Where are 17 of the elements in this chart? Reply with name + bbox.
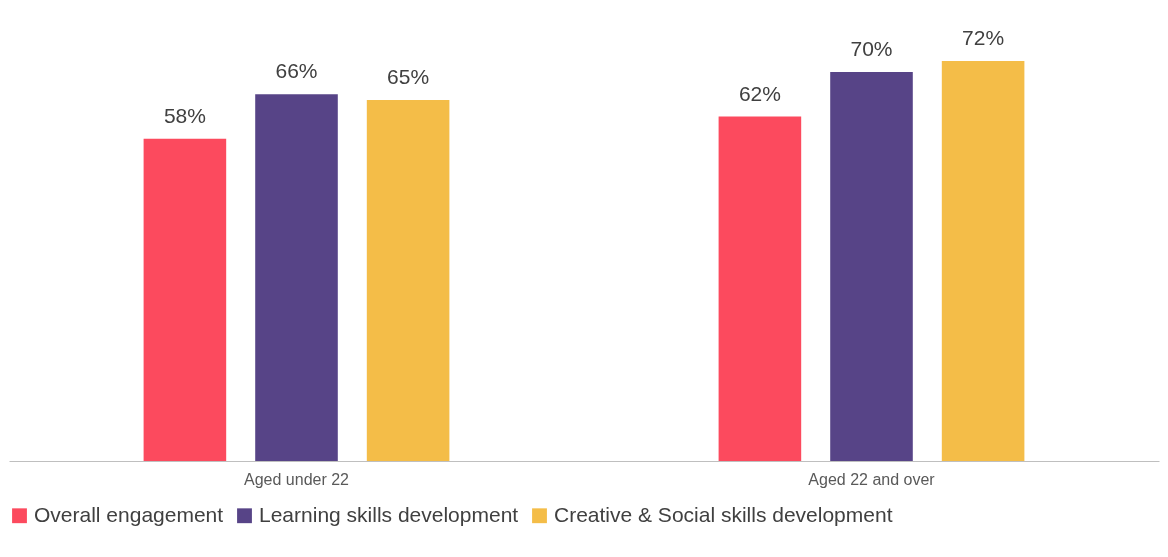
legend-label: Overall engagement bbox=[34, 502, 224, 526]
data-label: 58% bbox=[163, 103, 206, 127]
data-label: 72% bbox=[962, 26, 1005, 49]
bar bbox=[718, 116, 802, 461]
bar bbox=[366, 99, 450, 461]
bar bbox=[941, 61, 1025, 461]
bar bbox=[255, 94, 338, 461]
bar bbox=[830, 72, 913, 461]
legend-label: Creative & Social skills development bbox=[554, 502, 893, 526]
data-label: 62% bbox=[738, 81, 781, 105]
data-label: 66% bbox=[275, 59, 318, 83]
x-tick-label: Aged under 22 bbox=[244, 470, 350, 488]
data-label: 70% bbox=[850, 37, 893, 61]
data-label: 65% bbox=[387, 64, 430, 88]
legend-label: Learning skills development bbox=[259, 502, 519, 526]
bar bbox=[143, 138, 227, 461]
x-tick-label: Aged 22 and over bbox=[808, 470, 936, 488]
